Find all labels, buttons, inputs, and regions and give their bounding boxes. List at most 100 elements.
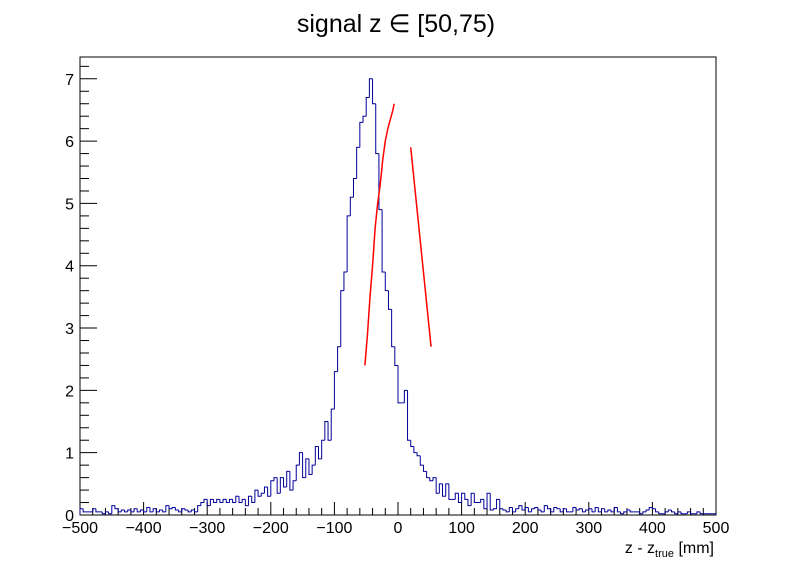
histogram-bin (391, 309, 395, 348)
histogram-bin (340, 290, 344, 347)
histogram-bin (613, 507, 618, 512)
histogram-bin (283, 477, 287, 488)
histogram-bin (101, 511, 106, 515)
histogram-bin (550, 508, 554, 513)
histogram-bin (645, 509, 650, 512)
plot-frame (79, 56, 717, 516)
histogram-bin (467, 499, 472, 507)
histogram-bin (248, 495, 252, 506)
histogram-bin (454, 492, 459, 500)
histogram-bin (623, 511, 627, 514)
histogram-bin (381, 209, 386, 273)
y-tick-label: 1 (65, 446, 74, 463)
histogram-bin (295, 464, 300, 481)
histogram-bin (403, 389, 408, 403)
histogram-bin (496, 498, 500, 509)
histogram-bin (566, 508, 570, 513)
histogram-bin (416, 452, 421, 457)
y-tick-label: 0 (65, 508, 74, 525)
histogram-bin (508, 507, 513, 512)
x-tick-label: −300 (189, 520, 225, 537)
histogram-bin (480, 498, 484, 503)
histogram-bin (505, 510, 510, 513)
histogram-bin (244, 499, 249, 507)
histogram-bin (435, 477, 440, 494)
histogram-bin (492, 508, 497, 511)
histogram-bin (419, 455, 424, 466)
histogram-bin (203, 498, 208, 503)
histogram-bin (305, 458, 309, 478)
histogram-bin (174, 507, 179, 511)
histogram-bin (286, 470, 290, 487)
histogram-bin (464, 493, 468, 500)
histogram-bin (677, 511, 682, 514)
histogram-bin (292, 480, 297, 491)
y-tick-label: 5 (65, 196, 74, 213)
histogram-bin (298, 452, 303, 466)
histogram-bin (575, 507, 580, 511)
histogram-bin (222, 498, 227, 503)
histogram-bin (79, 508, 84, 515)
histogram-bin (209, 498, 214, 506)
histogram-bin (159, 509, 163, 512)
histogram-bin (489, 493, 494, 511)
histogram-bin (521, 505, 526, 511)
histogram-bin (597, 507, 602, 513)
histogram-bin (197, 505, 201, 512)
histogram-bin (384, 271, 389, 292)
histogram-bin (95, 508, 100, 513)
histogram-bin (108, 511, 112, 515)
histogram-bin (260, 492, 265, 497)
histogram-bin (257, 490, 262, 497)
histogram-bin (318, 446, 322, 460)
histogram-bin (117, 508, 122, 513)
histogram-bin (225, 499, 230, 504)
histogram-bin (327, 421, 332, 441)
histogram-bin (120, 509, 125, 512)
histogram-bin (594, 507, 599, 512)
histogram-bin (445, 483, 449, 497)
x-tick-label: −200 (253, 520, 289, 537)
histogram-bin (518, 505, 523, 509)
x-axis-label: z - ztrue [mm] (625, 540, 714, 560)
histogram-bin (152, 508, 157, 512)
histogram-bin (620, 511, 624, 515)
histogram-bin (426, 471, 430, 479)
x-tick-label: 0 (394, 520, 403, 537)
histogram-bin (184, 508, 189, 511)
histogram-bin (321, 439, 325, 459)
histogram-bin (254, 489, 259, 503)
histogram-bin (604, 508, 608, 513)
histogram-bin (200, 502, 205, 506)
histogram-bin (308, 458, 313, 475)
histogram-bin (483, 499, 488, 510)
histogram-bin (302, 452, 306, 479)
y-tick-label: 2 (65, 383, 74, 400)
histogram-bin (696, 511, 701, 514)
histogram-bin (330, 408, 335, 441)
histogram-bin (588, 508, 592, 511)
histogram-bin (556, 507, 561, 510)
histogram-layer (79, 78, 717, 515)
histogram-bin (448, 483, 453, 500)
histogram-bin (356, 146, 360, 179)
histogram-bin (372, 78, 376, 105)
histogram-bin (429, 477, 433, 482)
x-tick-label: 200 (512, 520, 539, 537)
histogram-bin (515, 508, 519, 512)
y-tick-label: 3 (65, 321, 74, 338)
x-tick-label: −500 (62, 520, 98, 537)
histogram-bin (130, 510, 135, 513)
histogram-bin (346, 215, 351, 272)
histogram-bin (442, 483, 446, 497)
histogram-bin (502, 508, 507, 511)
histogram-bin (289, 471, 294, 491)
histogram-bin (562, 508, 567, 512)
histogram-bin (642, 511, 647, 514)
x-tick-label: 100 (448, 520, 475, 537)
histogram-bin (324, 421, 329, 441)
histogram-bin (82, 508, 87, 513)
histogram-bin (473, 493, 478, 504)
histogram-bin (352, 178, 357, 198)
